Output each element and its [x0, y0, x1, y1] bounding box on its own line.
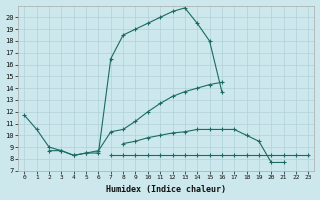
X-axis label: Humidex (Indice chaleur): Humidex (Indice chaleur) [106, 185, 226, 194]
